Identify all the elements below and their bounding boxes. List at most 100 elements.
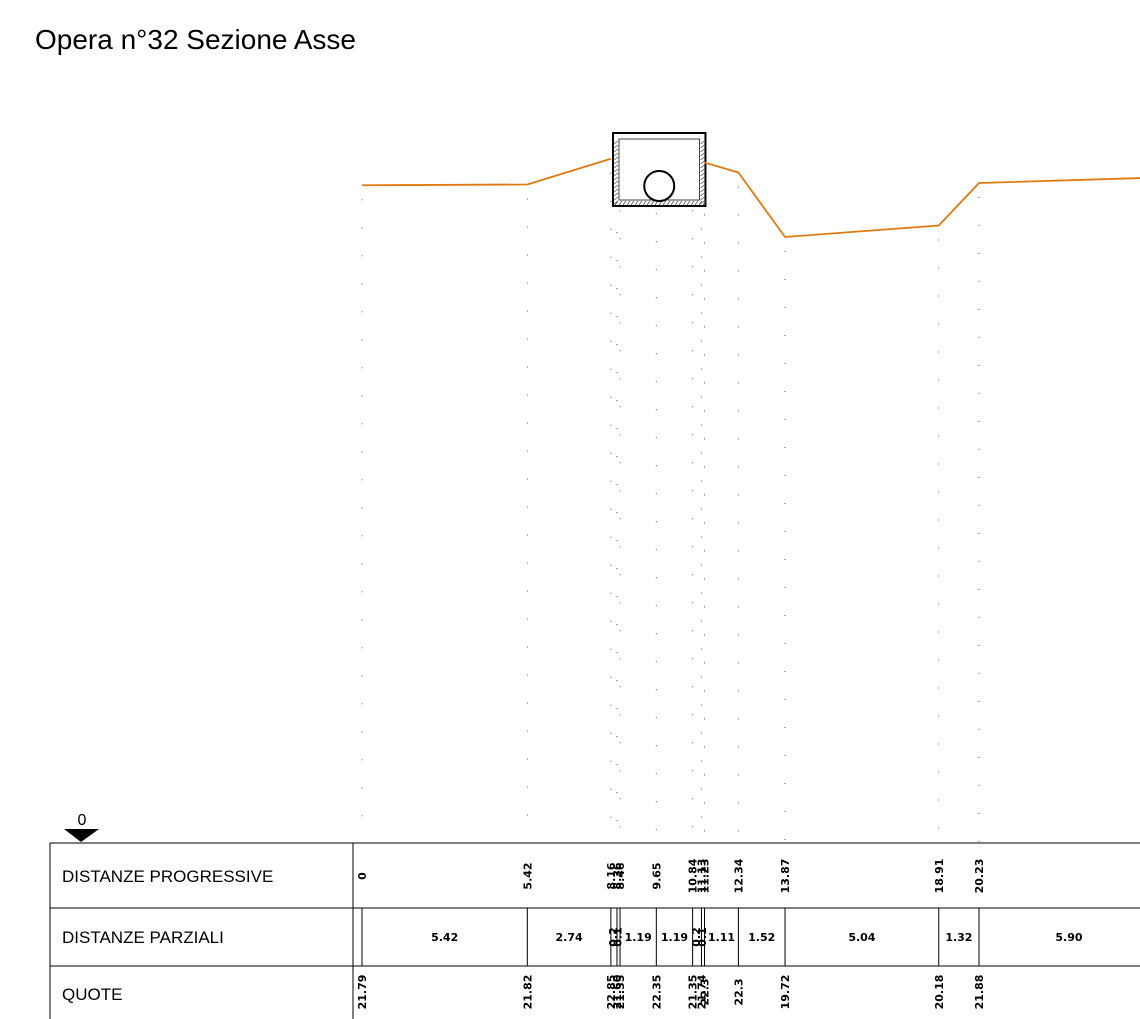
wall-hatch bbox=[700, 144, 705, 149]
wall-hatch bbox=[700, 164, 705, 169]
floor-hatch bbox=[670, 200, 675, 206]
wall-hatch bbox=[613, 152, 619, 157]
floor-hatch bbox=[646, 200, 651, 206]
progressive-value: 13.87 bbox=[779, 859, 792, 894]
drawing-title: Opera n°32 Sezione Asse bbox=[35, 24, 356, 55]
datum-label: 0 bbox=[78, 812, 87, 829]
partial-value: 5.90 bbox=[1055, 931, 1082, 944]
partial-value: 5.42 bbox=[431, 931, 458, 944]
floor-hatch bbox=[694, 200, 699, 206]
wall-hatch bbox=[613, 160, 619, 165]
partial-value: 5.04 bbox=[848, 931, 875, 944]
quote-value: 22.35 bbox=[650, 975, 663, 1010]
quote-value: 22.85 bbox=[605, 975, 618, 1010]
pipe-circle bbox=[643, 170, 676, 202]
quote-value: 21.82 bbox=[521, 975, 534, 1010]
floor-hatch bbox=[630, 200, 635, 206]
wall-hatch bbox=[613, 144, 619, 149]
floor-hatch bbox=[638, 200, 643, 206]
floor-hatch bbox=[618, 200, 623, 206]
wall-hatch bbox=[700, 152, 705, 157]
progressive-value: 12.34 bbox=[732, 858, 745, 893]
wall-hatch bbox=[613, 168, 619, 173]
wall-hatch bbox=[613, 196, 619, 201]
floor-hatch bbox=[702, 200, 707, 206]
wall-hatch bbox=[613, 192, 619, 197]
terrain-profile bbox=[361, 157, 1140, 238]
wall-hatch bbox=[700, 196, 705, 201]
progressive-value: 11.13 bbox=[695, 859, 708, 894]
row-label-quote: QUOTE bbox=[62, 985, 122, 1004]
quote-value: 20.18 bbox=[933, 975, 946, 1010]
floor-hatch bbox=[674, 200, 679, 206]
partial-value: 2.74 bbox=[556, 931, 583, 944]
quote-value: 22.3 bbox=[699, 978, 712, 1005]
wall-hatch bbox=[700, 168, 705, 173]
floor-hatch bbox=[662, 200, 667, 206]
wall-hatch bbox=[613, 140, 619, 145]
floor-hatch bbox=[614, 200, 619, 206]
progressive-value: 5.42 bbox=[521, 862, 534, 889]
floor-hatch bbox=[650, 200, 655, 206]
progressive-value: 11.23 bbox=[699, 859, 712, 894]
wall-hatch bbox=[700, 156, 705, 161]
culvert-box bbox=[611, 132, 707, 207]
floor-hatch bbox=[626, 200, 631, 206]
partial-value: 0.1 bbox=[612, 927, 625, 947]
wall-hatch bbox=[700, 140, 705, 145]
quote-value: 21.79 bbox=[356, 975, 369, 1010]
partial-value: 1.32 bbox=[945, 931, 972, 944]
quote-value: 19.72 bbox=[779, 975, 792, 1010]
data-table: DISTANZE PROGRESSIVE DISTANZE PARZIALI Q… bbox=[49, 842, 1140, 1019]
wall-hatch bbox=[700, 188, 705, 193]
quote-value: 21.35 bbox=[687, 975, 700, 1010]
progressive-value: 10.84 bbox=[687, 858, 700, 893]
wall-hatch bbox=[613, 156, 619, 161]
wall-hatch bbox=[700, 148, 705, 153]
floor-hatch bbox=[642, 200, 647, 206]
profile-line bbox=[361, 157, 612, 187]
quote-value: 21.60 bbox=[611, 974, 624, 1009]
profile-line bbox=[704, 161, 1140, 238]
floor-hatch bbox=[678, 200, 683, 206]
partial-value: 1.52 bbox=[748, 931, 775, 944]
progressive-value: 0 bbox=[356, 872, 369, 880]
datum-marker: 0 bbox=[64, 812, 99, 842]
floor-hatch bbox=[666, 200, 671, 206]
floor-hatch bbox=[682, 200, 687, 206]
partial-value: 0.2 bbox=[690, 927, 703, 947]
wall-hatch bbox=[613, 148, 619, 153]
quote-value: 21.74 bbox=[695, 974, 708, 1009]
floor-hatch bbox=[690, 200, 695, 206]
floor-hatch bbox=[698, 200, 703, 206]
row-label-progressive: DISTANZE PROGRESSIVE bbox=[62, 867, 273, 886]
floor-hatch bbox=[622, 200, 627, 206]
floor-hatch bbox=[686, 200, 691, 206]
wall-hatch bbox=[613, 180, 619, 185]
wall-hatch bbox=[613, 172, 619, 177]
datum-triangle-icon bbox=[64, 829, 99, 842]
wall-hatch bbox=[613, 164, 619, 169]
partial-value: 1.19 bbox=[625, 931, 652, 944]
quote-value: 21.35 bbox=[614, 975, 627, 1010]
quote-value: 21.88 bbox=[973, 975, 986, 1010]
progressive-value: 9.65 bbox=[650, 862, 663, 889]
row-label-partial: DISTANZE PARZIALI bbox=[62, 928, 224, 947]
wall-hatch bbox=[700, 176, 705, 181]
wall-hatch bbox=[700, 172, 705, 177]
partial-value: 1.11 bbox=[708, 931, 735, 944]
wall-hatch bbox=[700, 160, 705, 165]
partial-value: 0.1 bbox=[696, 927, 709, 947]
partial-value: 1.19 bbox=[661, 931, 688, 944]
wall-hatch bbox=[700, 180, 705, 185]
progressive-value: 8.36 bbox=[611, 862, 624, 889]
station-guide-lines bbox=[361, 172, 980, 843]
progressive-value: 18.91 bbox=[933, 859, 946, 894]
quote-value: 22.3 bbox=[732, 978, 745, 1005]
wall-hatch bbox=[700, 184, 705, 189]
progressive-value: 20.23 bbox=[973, 859, 986, 894]
progressive-value: 8.16 bbox=[605, 862, 618, 889]
wall-hatch bbox=[613, 176, 619, 181]
floor-hatch bbox=[634, 200, 639, 206]
